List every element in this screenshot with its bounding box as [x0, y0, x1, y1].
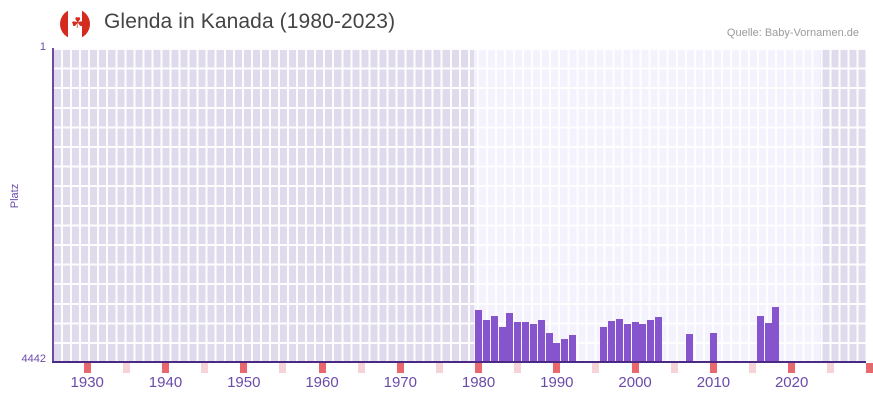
- axis-marker-1960: [318, 363, 326, 373]
- bar-2007[interactable]: [686, 333, 694, 362]
- page-title: Glenda in Kanada (1980-2023): [104, 10, 396, 33]
- axis-marker-1945: [201, 363, 209, 373]
- axis-marker-1995: [592, 363, 600, 373]
- bar-1986[interactable]: [522, 321, 530, 362]
- axis-marker-2010: [709, 363, 717, 373]
- bar-1988[interactable]: [537, 320, 545, 362]
- canada-flag-icon: ☘: [60, 9, 90, 39]
- axis-marker-1970: [396, 363, 404, 373]
- axis-marker-1990: [553, 363, 561, 373]
- bar-1983[interactable]: [498, 327, 506, 362]
- bar-2016[interactable]: [756, 316, 764, 362]
- bar-series: [52, 48, 866, 362]
- plot-area: [52, 48, 866, 362]
- axis-marker-1940: [161, 363, 169, 373]
- x-tick-1970: 1970: [383, 374, 417, 391]
- bar-2010[interactable]: [709, 332, 717, 362]
- axis-marker-1930: [83, 363, 91, 373]
- axis-marker-1935: [122, 363, 130, 373]
- y-axis-bottom-label: 4442: [21, 353, 46, 365]
- axis-marker-1985: [514, 363, 522, 373]
- axis-marker-2020: [788, 363, 796, 373]
- x-tick-1940: 1940: [148, 374, 183, 391]
- axis-marker-1980: [475, 363, 483, 373]
- axis-marker-1965: [357, 363, 365, 373]
- axis-marker-2025: [827, 363, 835, 373]
- x-tick-1950: 1950: [227, 374, 261, 391]
- bar-1998[interactable]: [615, 319, 623, 362]
- bar-1985[interactable]: [514, 322, 522, 362]
- axis-marker-2000: [631, 363, 639, 373]
- x-tick-2000: 2000: [618, 374, 652, 391]
- x-axis-markers: [52, 363, 873, 373]
- bar-1980[interactable]: [475, 310, 483, 362]
- axis-marker-1950: [240, 363, 248, 373]
- axis-marker-1975: [435, 363, 443, 373]
- x-tick-1990: 1990: [540, 374, 574, 391]
- flag-band-left: [60, 9, 68, 39]
- x-tick-1980: 1980: [461, 374, 496, 391]
- bar-1989[interactable]: [545, 332, 553, 362]
- horizontal-gridlines: [52, 48, 866, 362]
- bar-1992[interactable]: [568, 334, 576, 362]
- bar-2000[interactable]: [631, 322, 639, 362]
- bar-2002[interactable]: [647, 320, 655, 362]
- x-tick-2010: 2010: [696, 374, 731, 391]
- axis-marker-1955: [279, 363, 287, 373]
- maple-leaf-icon: ☘: [71, 15, 85, 32]
- axis-marker-2030: [866, 363, 873, 373]
- x-axis-line: [52, 361, 866, 363]
- x-tick-1960: 1960: [305, 374, 339, 391]
- flag-band-right: [82, 9, 90, 39]
- bar-1997[interactable]: [608, 321, 616, 362]
- y-axis-top-label: 1: [39, 41, 46, 53]
- bar-2018[interactable]: [772, 307, 780, 362]
- y-axis-title: Platz: [9, 183, 21, 209]
- bar-1982[interactable]: [490, 316, 498, 362]
- axis-marker-2005: [670, 363, 678, 373]
- chart-header: ☘ Glenda in Kanada (1980-2023) Quelle: B…: [0, 0, 873, 46]
- y-axis-line: [52, 48, 54, 362]
- bar-1990[interactable]: [553, 343, 561, 362]
- axis-marker-2015: [749, 363, 756, 373]
- bar-1996[interactable]: [600, 326, 608, 362]
- bar-1981[interactable]: [482, 320, 490, 362]
- bar-2001[interactable]: [639, 323, 647, 362]
- bar-1987[interactable]: [529, 324, 537, 362]
- x-tick-2020: 2020: [774, 374, 809, 391]
- x-tick-1930: 1930: [70, 374, 104, 391]
- bar-2003[interactable]: [655, 317, 663, 362]
- bar-1999[interactable]: [623, 324, 631, 362]
- source-attribution: Quelle: Baby-Vornamen.de: [726, 27, 859, 39]
- bar-1984[interactable]: [506, 313, 514, 362]
- bar-2017[interactable]: [764, 322, 772, 362]
- x-axis-tick-labels: 1930 1940 1950 1960 1970 1980 1990 2000 2010 2020: [52, 374, 866, 396]
- bar-1991[interactable]: [561, 338, 569, 362]
